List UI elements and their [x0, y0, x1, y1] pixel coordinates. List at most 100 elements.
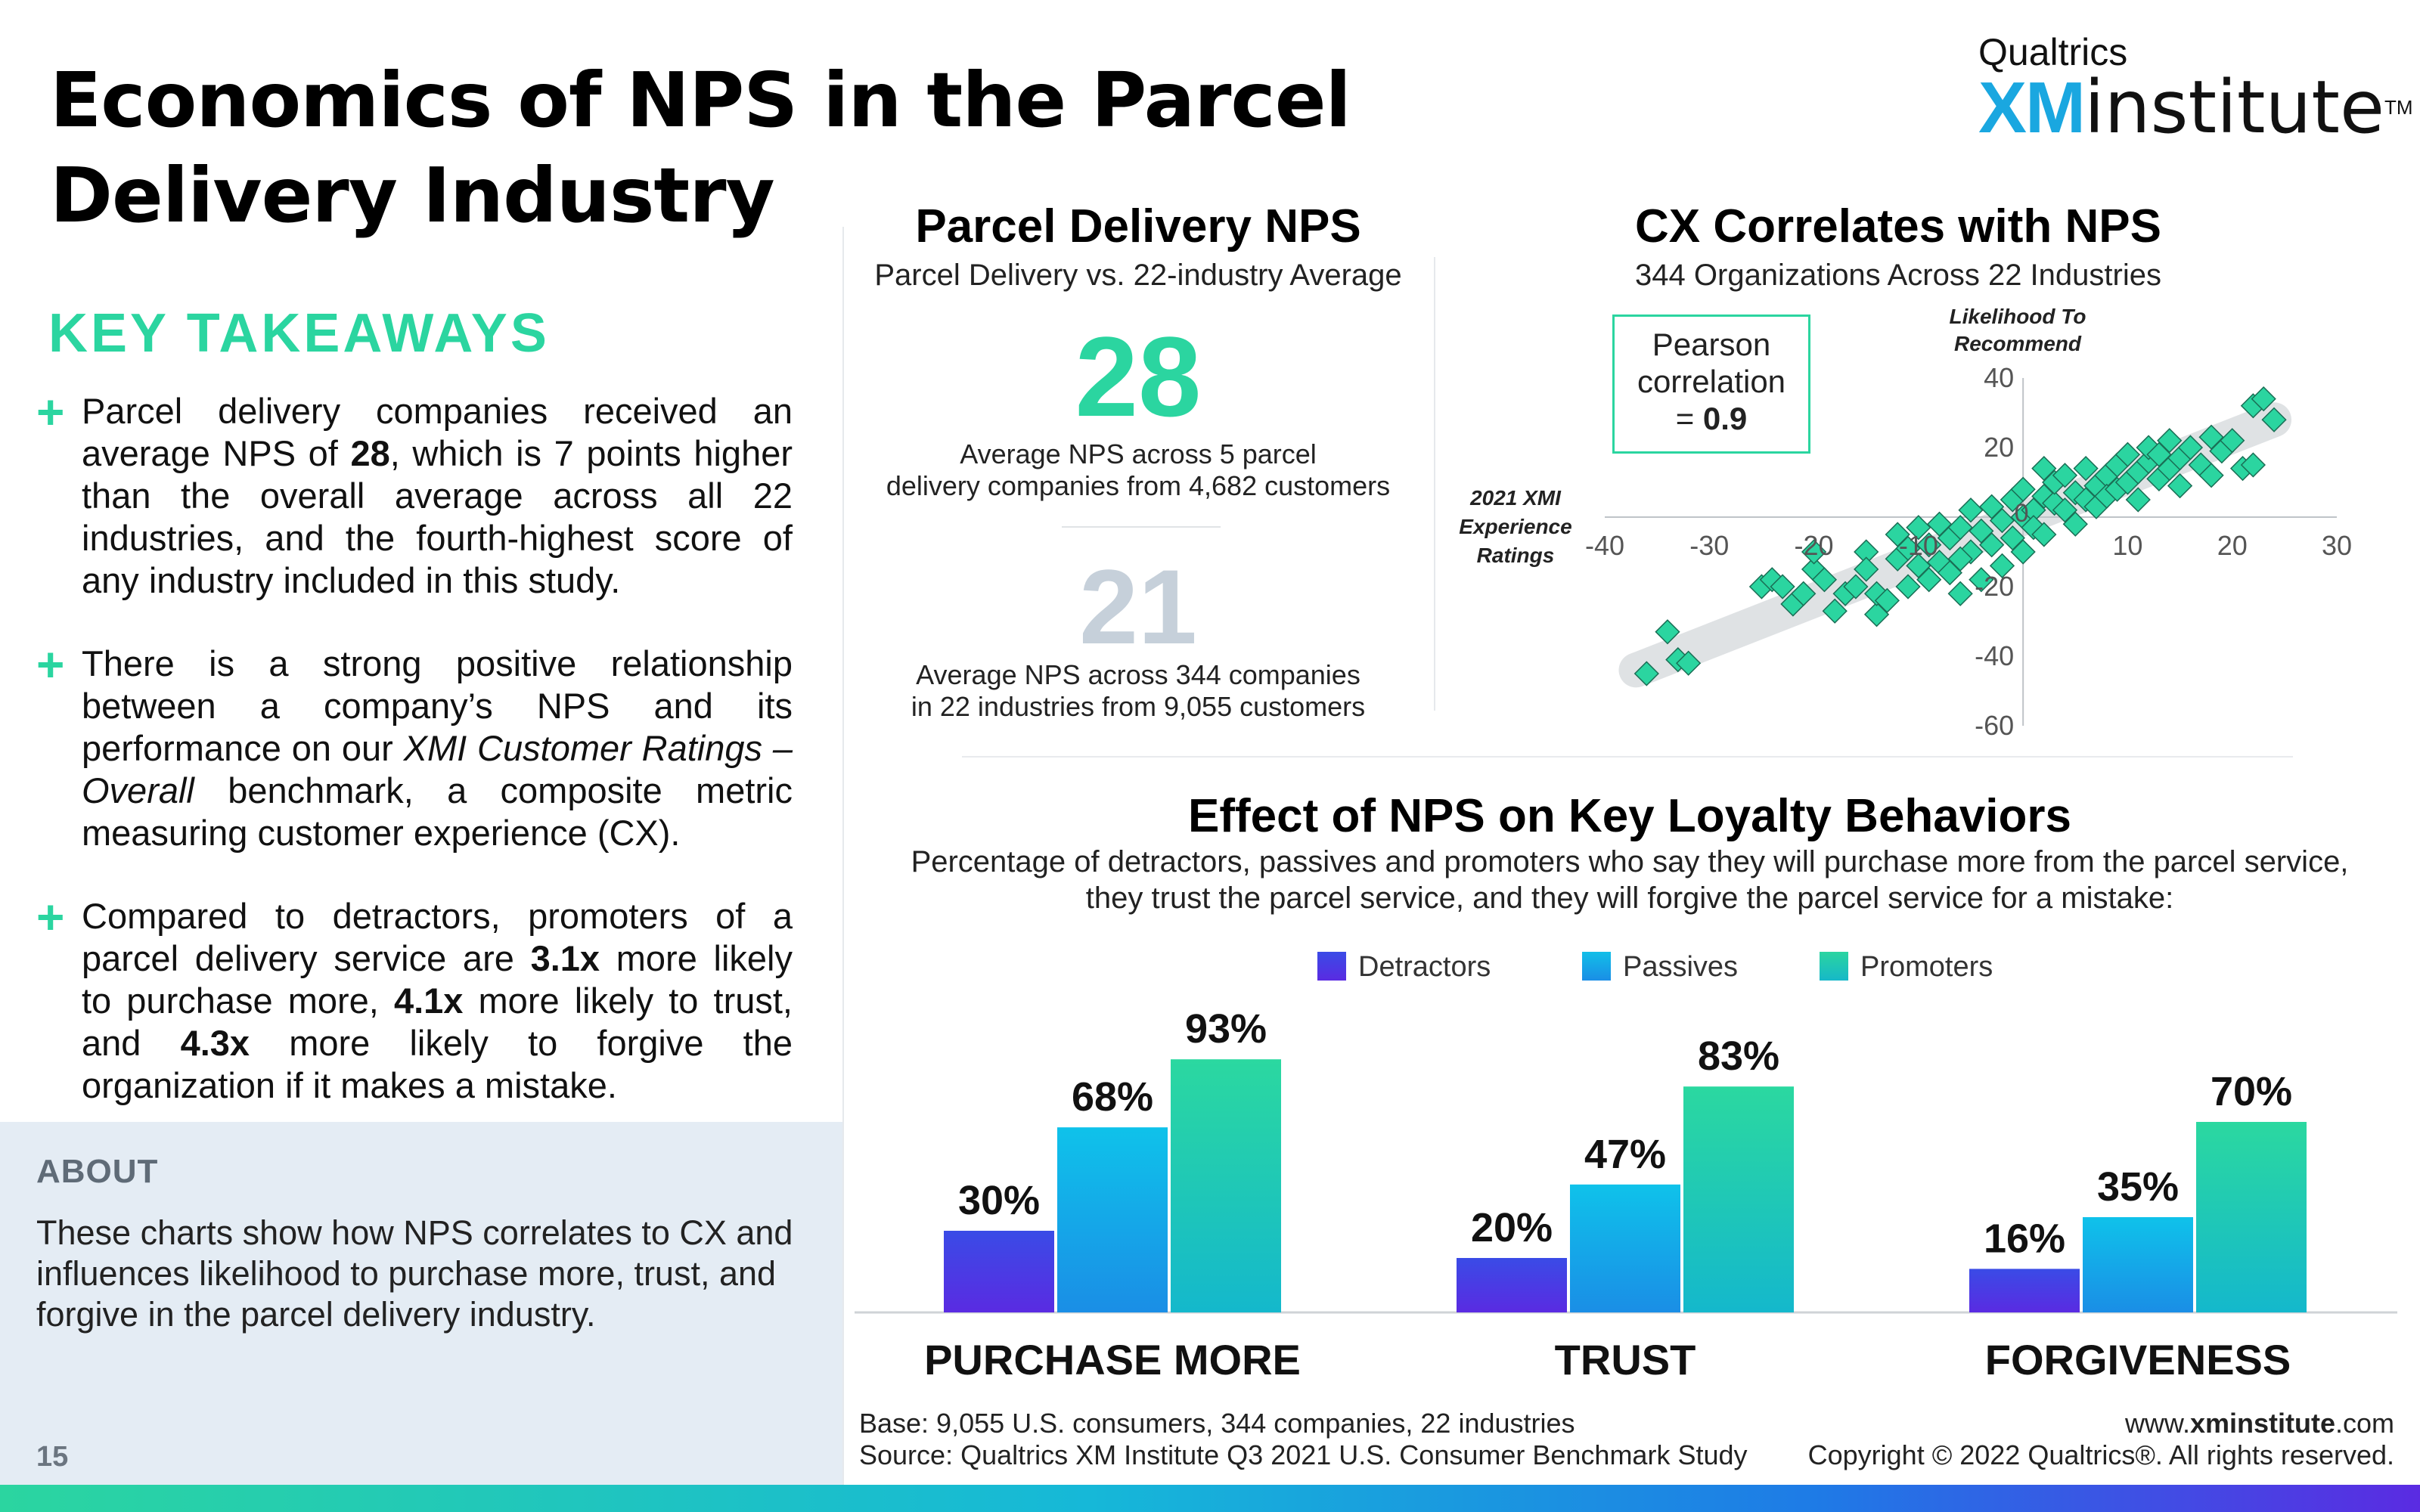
- scatter-point: [2261, 407, 2287, 432]
- footer-website[interactable]: www.xminstitute.com: [2124, 1408, 2394, 1439]
- x-tick-label: -10: [1899, 530, 1938, 561]
- scatter-point: [1906, 515, 1931, 541]
- scatter-point: [1676, 650, 1702, 676]
- scatter-point: [2146, 442, 2172, 467]
- x-axis-title-line: Ratings: [1477, 544, 1555, 567]
- scatter-point: [1634, 661, 1659, 686]
- category-label: FORGIVENESS: [1985, 1336, 2291, 1383]
- plus-icon: +: [36, 637, 65, 692]
- scatter-point: [2114, 442, 2141, 467]
- cx-panel-subtitle: 344 Organizations Across 22 Industries: [1635, 259, 2161, 292]
- loyalty-panel-title: Effect of NPS on Key Loyalty Behaviors: [1188, 790, 2071, 842]
- x-tick-label: 30: [2322, 530, 2352, 561]
- bar-passives: [1570, 1184, 1680, 1312]
- scatter-point: [2125, 487, 2151, 513]
- industry-nps-value: 21: [1079, 547, 1197, 666]
- bar-detractors: [1457, 1258, 1567, 1312]
- scatter-point: [2167, 472, 2193, 499]
- scatter-point: [1895, 535, 1921, 562]
- bar-promoters: [2196, 1122, 2307, 1312]
- y-axis-title: Likelihood To Recommend: [1950, 305, 2086, 355]
- x-tick-label: 20: [2217, 530, 2248, 561]
- x-axis-title-line: 2021 XMI: [1469, 486, 1562, 510]
- category-label: PURCHASE MORE: [924, 1336, 1301, 1383]
- bar-detractors: [1969, 1269, 2080, 1312]
- scatter-point: [2010, 476, 2036, 502]
- scatter-point: [2177, 435, 2204, 460]
- plus-icon: +: [36, 890, 65, 944]
- takeaway-3-text: Compared to detractors, promoters of a p…: [82, 896, 793, 1105]
- scatter-point: [1811, 567, 1838, 593]
- brand-logo: XMinstituteTM: [1978, 70, 2413, 146]
- legend-passives: Passives: [1582, 951, 1738, 984]
- x-tick-label: -20: [1795, 530, 1834, 561]
- bar-detractors: [944, 1231, 1054, 1312]
- scatter-point: [1979, 494, 2005, 519]
- x-tick-label: 0: [2015, 499, 2029, 528]
- scatter-point: [2031, 522, 2057, 547]
- x-tick-label: 10: [2112, 530, 2142, 561]
- bar-promoters: [1683, 1086, 1794, 1312]
- scatter-point: [2198, 424, 2224, 450]
- bar-value-label: 30%: [958, 1178, 1040, 1223]
- scatter-point: [1989, 507, 2015, 534]
- industry-nps-description: Average NPS across 344 companies in 22 in…: [911, 659, 1366, 722]
- scatter-point: [1822, 598, 1848, 624]
- page-title: Economics of NPS in the Parcel Delivery …: [50, 56, 1351, 240]
- takeaway-2: + There is a strong positive relationshi…: [36, 637, 793, 854]
- scatter-point: [1791, 581, 1817, 606]
- about-text: These charts show how NPS correlates to …: [36, 1213, 793, 1334]
- legend-swatch: [1582, 952, 1611, 981]
- scatter-point: [1979, 532, 2005, 558]
- brand-xm: XM: [1978, 67, 2086, 148]
- takeaway-2-text: There is a strong positive relationship …: [82, 643, 793, 853]
- bar-value-label: 70%: [2211, 1069, 2292, 1114]
- about-panel: [0, 1122, 844, 1485]
- bar-value-label: 68%: [1072, 1074, 1153, 1120]
- scatter-point: [1937, 559, 1962, 586]
- brand-institute: institute: [2084, 65, 2385, 150]
- scatter-point: [1843, 574, 1869, 600]
- key-takeaways-heading: KEY TAKEAWAYS: [48, 303, 550, 364]
- scatter-point: [2052, 463, 2078, 488]
- bottom-gradient-bar: [0, 1485, 2420, 1512]
- pearson-correlation-box: Pearson correlation = 0.9: [1612, 314, 1810, 454]
- scatter-point: [2157, 428, 2183, 454]
- divider: [1434, 257, 1435, 711]
- page-number: 15: [36, 1441, 69, 1473]
- scatter-point: [1916, 567, 1942, 593]
- bar-promoters: [1171, 1059, 1281, 1312]
- divider: [1062, 526, 1221, 528]
- parcel-nps-description: Average NPS across 5 parcel delivery comp…: [886, 438, 1391, 501]
- bar-passives: [2083, 1217, 2193, 1312]
- bar-value-label: 20%: [1471, 1205, 1553, 1250]
- scatter-point: [2052, 497, 2078, 523]
- legend-promoters: Promoters: [1820, 951, 1993, 984]
- y-tick-label: -60: [1975, 710, 2014, 741]
- legend-swatch: [1820, 952, 1848, 981]
- legend-swatch: [1317, 952, 1346, 981]
- bar-value-label: 93%: [1185, 1006, 1267, 1052]
- x-tick-label: -30: [1689, 530, 1729, 561]
- divider: [842, 227, 844, 1485]
- takeaway-1-text: Parcel delivery companies received an av…: [82, 391, 793, 600]
- scatter-point: [1655, 619, 1680, 645]
- takeaway-1: + Parcel delivery companies received an …: [36, 385, 793, 602]
- nps-panel-subtitle: Parcel Delivery vs. 22-industry Average: [874, 259, 1402, 292]
- scatter-point: [2251, 386, 2276, 412]
- scatter-point: [1801, 539, 1827, 565]
- loyalty-bar-chart: 30% 68% 93% PURCHASE MORE 20% 47% 83% TRUST 16% 3…: [855, 1006, 2397, 1383]
- scatter-point: [1885, 522, 1910, 547]
- scatter-point: [1947, 581, 1973, 606]
- y-axis-title-line: Likelihood To: [1950, 305, 2086, 328]
- footer-copyright: Copyright © 2022 Qualtrics®. All rights …: [1807, 1439, 2394, 1470]
- bar-passives: [1057, 1127, 1168, 1312]
- y-tick-label: 20: [1984, 432, 2014, 463]
- y-tick-label: -20: [1975, 571, 2014, 602]
- y-tick-label: -40: [1975, 640, 2014, 671]
- scatter-point: [1916, 532, 1942, 558]
- scatter-point: [2021, 497, 2046, 523]
- about-label: ABOUT: [36, 1153, 159, 1190]
- scatter-point: [2031, 455, 2057, 482]
- bar-value-label: 35%: [2097, 1164, 2179, 1210]
